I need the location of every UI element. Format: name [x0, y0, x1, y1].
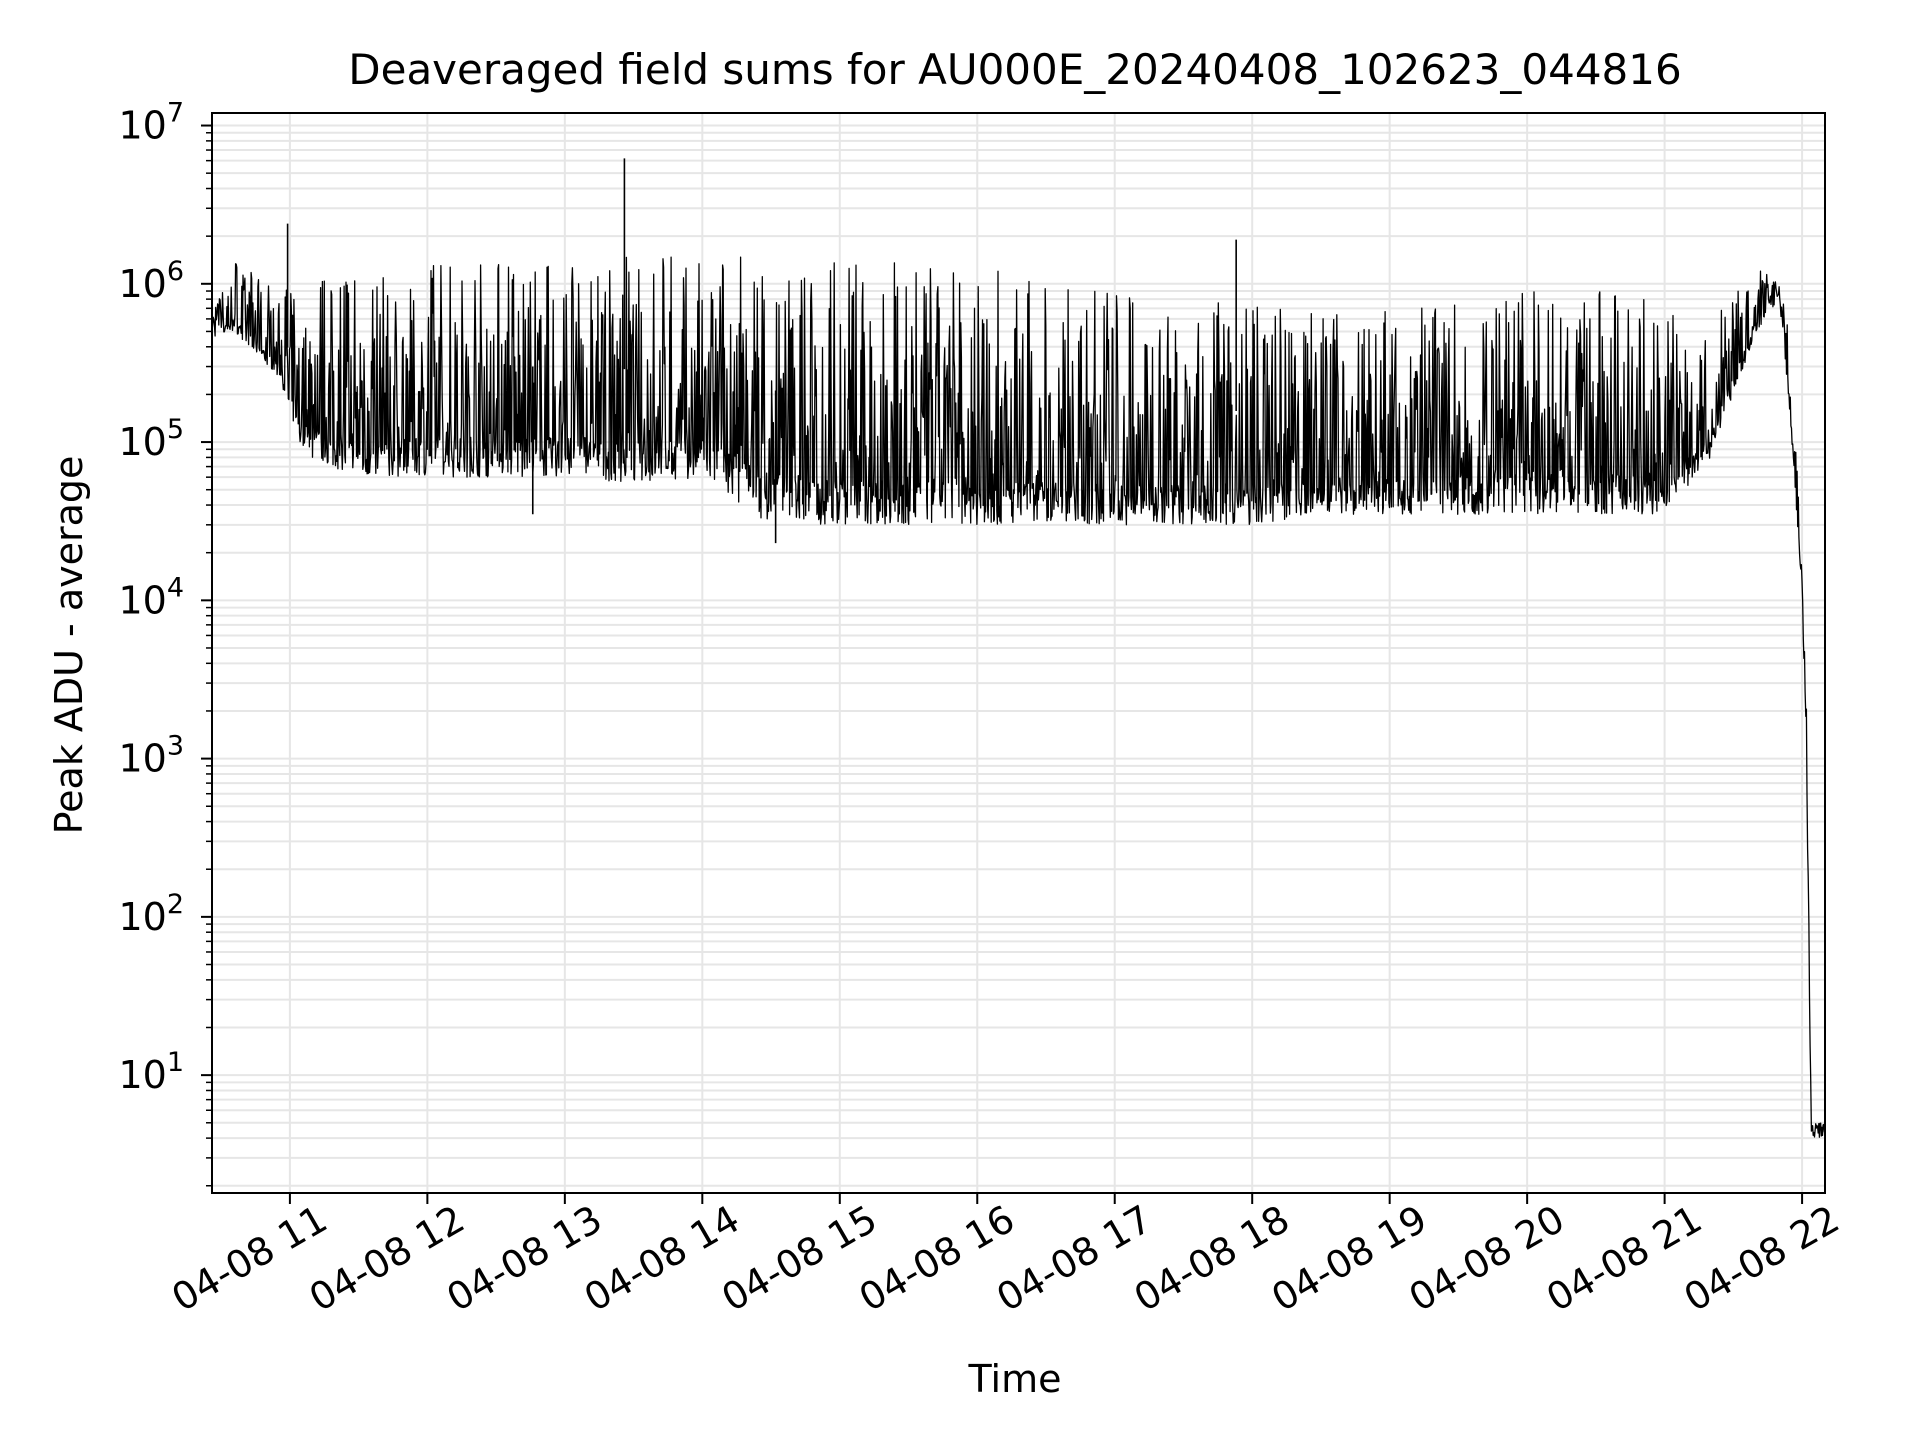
plot-frame — [211, 112, 1826, 1194]
data-series-line — [211, 256, 1826, 1138]
y-tick-label: 105 — [118, 414, 184, 464]
y-tick-label: 107 — [118, 98, 184, 148]
y-tick-label: 103 — [118, 731, 184, 781]
y-tick-label: 104 — [118, 572, 184, 622]
y-tick-label: 102 — [118, 889, 184, 939]
series-layer — [211, 158, 1826, 1138]
chart-title: Deaveraged field sums for AU000E_2024040… — [348, 45, 1681, 94]
y-tick-label: 101 — [118, 1047, 184, 1097]
y-axis-label: Peak ADU - average — [47, 456, 91, 835]
x-axis-label: Time — [968, 1357, 1062, 1401]
y-tick-label: 106 — [118, 256, 184, 306]
